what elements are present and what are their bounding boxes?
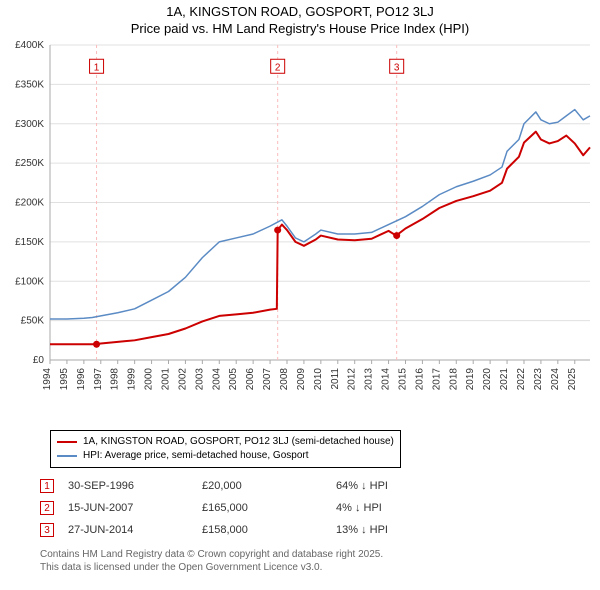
table-row: 1 30-SEP-1996 £20,000 64% ↓ HPI: [40, 475, 436, 497]
svg-text:3: 3: [394, 62, 400, 73]
txn-diff: 13% ↓ HPI: [336, 524, 436, 536]
svg-text:2007: 2007: [262, 368, 273, 391]
svg-text:2023: 2023: [533, 368, 544, 391]
disclaimer: Contains HM Land Registry data © Crown c…: [40, 548, 383, 574]
svg-text:2025: 2025: [567, 368, 578, 391]
svg-text:2009: 2009: [296, 368, 307, 391]
svg-text:2015: 2015: [397, 368, 408, 391]
chart-area: £0 £50K £100K £150K £200K £250K £300K £350K £400…: [0, 40, 600, 420]
transactions-table: 1 30-SEP-1996 £20,000 64% ↓ HPI 2 15-JUN-2007…: [40, 475, 436, 541]
chart-title: 1A, KINGSTON ROAD, GOSPORT, PO12 3LJ: [0, 4, 600, 21]
svg-text:2: 2: [275, 62, 281, 73]
legend-label: HPI: Average price, semi-detached house,…: [83, 449, 309, 463]
svg-text:2003: 2003: [194, 368, 205, 391]
svg-text:£250K: £250K: [15, 158, 44, 169]
svg-text:£400K: £400K: [15, 40, 44, 51]
txn-date: 27-JUN-2014: [68, 524, 188, 536]
svg-text:2012: 2012: [347, 368, 358, 391]
svg-text:2001: 2001: [160, 368, 171, 391]
txn-price: £158,000: [202, 524, 322, 536]
svg-text:2018: 2018: [448, 368, 459, 391]
svg-text:£0: £0: [33, 355, 45, 366]
svg-text:2019: 2019: [465, 368, 476, 391]
svg-text:1997: 1997: [93, 368, 104, 391]
legend-row: 1A, KINGSTON ROAD, GOSPORT, PO12 3LJ (se…: [57, 435, 394, 449]
table-row: 2 15-JUN-2007 £165,000 4% ↓ HPI: [40, 497, 436, 519]
svg-text:2014: 2014: [381, 368, 392, 391]
legend: 1A, KINGSTON ROAD, GOSPORT, PO12 3LJ (se…: [50, 430, 401, 468]
svg-text:1: 1: [94, 62, 100, 73]
svg-text:2017: 2017: [431, 368, 442, 391]
chart-subtitle: Price paid vs. HM Land Registry's House …: [0, 21, 600, 38]
legend-swatch: [57, 455, 77, 457]
marker-badge: 1: [40, 479, 54, 493]
svg-text:1995: 1995: [59, 368, 70, 391]
svg-text:£350K: £350K: [15, 79, 44, 90]
svg-text:£50K: £50K: [21, 316, 45, 327]
svg-text:2005: 2005: [228, 368, 239, 391]
svg-text:1998: 1998: [110, 368, 121, 391]
svg-text:2013: 2013: [364, 368, 375, 391]
marker-badge: 3: [40, 523, 54, 537]
svg-text:£100K: £100K: [15, 276, 44, 287]
txn-date: 15-JUN-2007: [68, 502, 188, 514]
legend-row: HPI: Average price, semi-detached house,…: [57, 449, 394, 463]
svg-text:1999: 1999: [127, 368, 138, 391]
svg-text:1996: 1996: [76, 368, 87, 391]
svg-text:2008: 2008: [279, 368, 290, 391]
svg-text:2004: 2004: [211, 368, 222, 391]
svg-text:2000: 2000: [144, 368, 155, 391]
txn-diff: 64% ↓ HPI: [336, 480, 436, 492]
svg-text:£200K: £200K: [15, 198, 44, 209]
disclaimer-line2: This data is licensed under the Open Gov…: [40, 561, 383, 574]
svg-text:2011: 2011: [330, 368, 341, 390]
txn-price: £165,000: [202, 502, 322, 514]
svg-text:2006: 2006: [245, 368, 256, 391]
svg-text:2024: 2024: [550, 368, 561, 391]
svg-text:2020: 2020: [482, 368, 493, 391]
disclaimer-line1: Contains HM Land Registry data © Crown c…: [40, 548, 383, 561]
legend-label: 1A, KINGSTON ROAD, GOSPORT, PO12 3LJ (se…: [83, 435, 394, 449]
svg-text:2002: 2002: [177, 368, 188, 391]
txn-date: 30-SEP-1996: [68, 480, 188, 492]
svg-text:2010: 2010: [313, 368, 324, 391]
svg-text:2022: 2022: [516, 368, 527, 391]
svg-text:£150K: £150K: [15, 237, 44, 248]
txn-diff: 4% ↓ HPI: [336, 502, 436, 514]
svg-text:£300K: £300K: [15, 119, 44, 130]
marker-badge: 2: [40, 501, 54, 515]
table-row: 3 27-JUN-2014 £158,000 13% ↓ HPI: [40, 519, 436, 541]
txn-price: £20,000: [202, 480, 322, 492]
svg-text:1994: 1994: [42, 368, 53, 391]
svg-text:2016: 2016: [414, 368, 425, 391]
svg-text:2021: 2021: [499, 368, 510, 391]
legend-swatch: [57, 441, 77, 444]
